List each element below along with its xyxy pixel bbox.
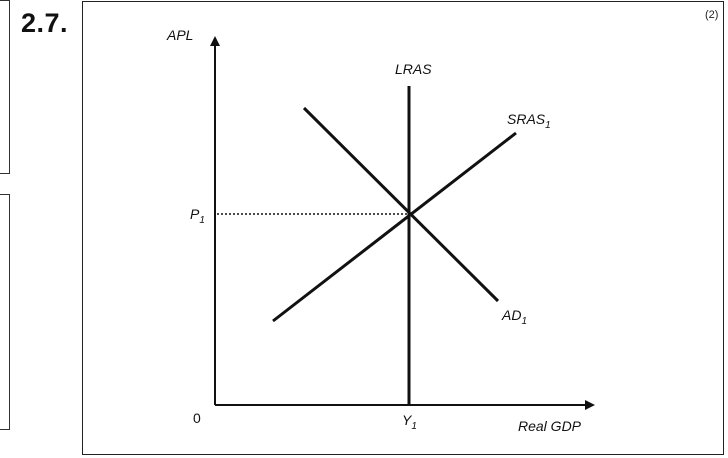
lras-label: LRAS	[395, 61, 432, 77]
marks-label: (2)	[705, 9, 719, 21]
ad-curve	[302, 106, 500, 303]
sras-curve	[272, 131, 517, 323]
question-number: 2.7.	[21, 8, 69, 38]
previous-answer-box-lower	[0, 194, 10, 430]
price-label: P1	[190, 206, 205, 226]
diagram-frame	[82, 1, 724, 455]
sras-label: SRAS1	[507, 111, 551, 131]
origin-label: 0	[193, 410, 201, 426]
output-label: Y1	[402, 412, 417, 432]
y-axis-label: APL	[166, 27, 193, 43]
ad-label: AD1	[501, 307, 527, 327]
x-axis-label: Real GDP	[518, 418, 582, 434]
previous-answer-box	[0, 0, 10, 174]
